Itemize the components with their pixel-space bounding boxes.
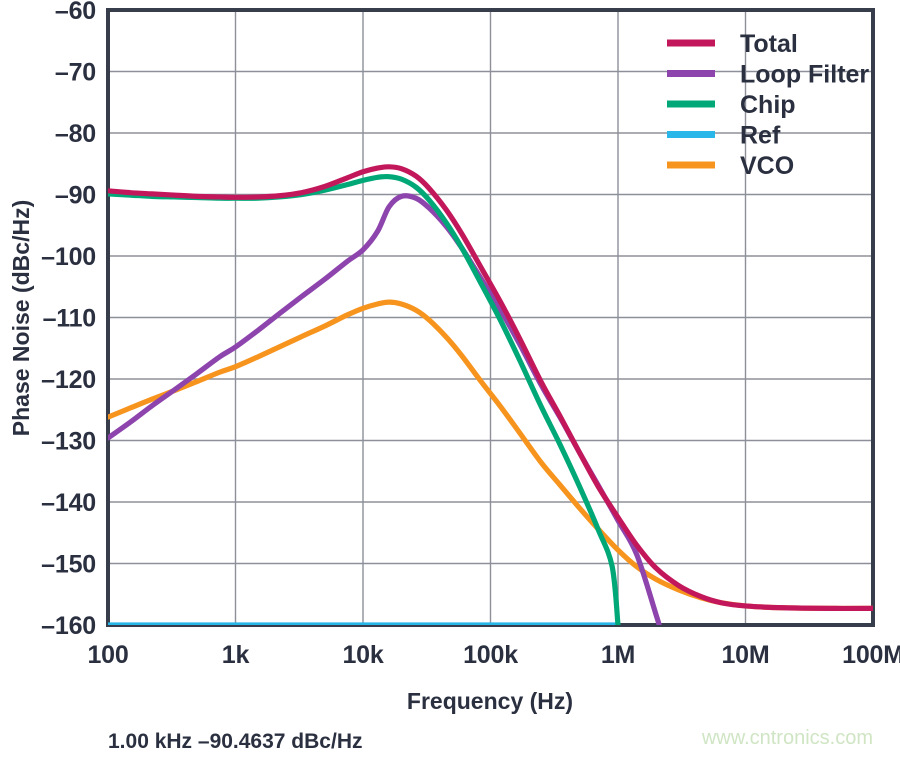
series-lines	[108, 164, 873, 625]
x-tick-label: 100	[87, 641, 128, 669]
y-tick-label: –150	[41, 551, 96, 579]
y-tick-label: –80	[55, 120, 96, 148]
y-axis-title: Phase Noise (dBc/Hz)	[8, 200, 34, 436]
grid-lines	[108, 10, 873, 625]
series-line-vco	[108, 299, 873, 612]
legend-label-vco: VCO	[740, 152, 794, 180]
series-line-total	[108, 164, 873, 612]
legend-label-ref: Ref	[740, 122, 781, 150]
y-tick-label: –120	[41, 366, 96, 394]
legend-label-chip: Chip	[740, 91, 796, 119]
x-tick-label: 1M	[601, 641, 635, 669]
x-tick-label: 100M	[842, 641, 900, 669]
y-axis-tick-labels: –60 –70 –80 –90 –100 –110 –120 –130 –140 –150 –160	[41, 0, 96, 640]
x-tick-label: 10k	[342, 641, 383, 669]
y-tick-label: –60	[55, 0, 96, 25]
y-tick-label: –90	[55, 182, 96, 210]
legend-label-total: Total	[740, 30, 798, 58]
y-tick-label: –160	[41, 612, 96, 640]
y-tick-label: –100	[41, 243, 96, 271]
x-axis-tick-labels: 100 1k 10k 100k 1M 10M 100M	[87, 641, 900, 669]
y-tick-label: –110	[43, 305, 96, 333]
y-tick-label: –140	[41, 489, 96, 517]
y-tick-label: –70	[55, 59, 96, 87]
x-tick-label: 10M	[721, 641, 769, 669]
x-tick-label: 1k	[222, 641, 250, 669]
marker-readout: 1.00 kHz –90.4637 dBc/Hz	[108, 730, 362, 753]
x-tick-label: 100k	[463, 641, 518, 669]
watermark: www.cntronics.com	[701, 727, 873, 749]
y-tick-label: –130	[41, 428, 96, 456]
legend-label-loop-filter: Loop Filter	[740, 61, 869, 89]
x-axis-title: Frequency (Hz)	[407, 688, 573, 714]
